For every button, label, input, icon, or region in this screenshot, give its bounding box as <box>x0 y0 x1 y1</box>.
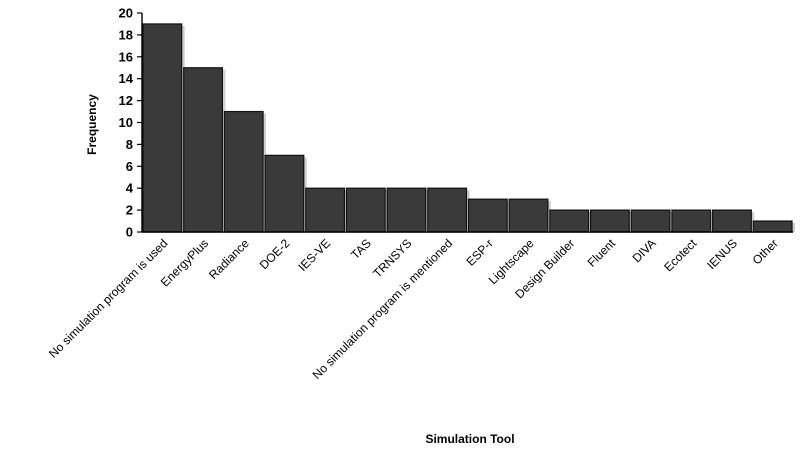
y-tick-label: 18 <box>119 27 133 42</box>
x-tick-label: Fluent <box>585 236 619 270</box>
bar <box>305 187 346 233</box>
x-tick-label: IES-VE <box>295 236 333 274</box>
bar <box>712 209 752 233</box>
bar <box>183 67 223 233</box>
x-axis-title: Simulation Tool <box>425 432 514 446</box>
y-tick-label: 6 <box>126 159 133 174</box>
y-tick-label: 10 <box>119 115 133 130</box>
bar <box>671 209 712 233</box>
y-tick-label: 2 <box>126 203 133 218</box>
x-tick-label: ESP-r <box>463 236 496 269</box>
y-tick-label: 4 <box>126 181 134 196</box>
x-tick-label: Other <box>750 236 781 267</box>
bar <box>752 220 793 233</box>
bar <box>386 187 427 233</box>
bar <box>589 209 630 233</box>
y-tick-label: 12 <box>119 93 133 108</box>
bars-layer <box>142 23 795 233</box>
x-tick-label: TAS <box>348 236 374 262</box>
bar <box>630 209 671 233</box>
bar <box>345 187 386 233</box>
x-tick-label: DIVA <box>630 236 659 265</box>
y-tick-label: 14 <box>119 71 134 86</box>
y-tick-label: 20 <box>119 6 133 21</box>
y-axis-title: Frequency <box>85 94 99 155</box>
x-tick-labels: No simulation program is usedEnergyPlusR… <box>46 236 781 382</box>
bar <box>264 154 305 233</box>
y-tick-label: 16 <box>119 49 133 64</box>
x-tick-label: IENUS <box>704 236 740 272</box>
y-tick-label: 0 <box>126 225 133 240</box>
bar <box>467 198 508 233</box>
bar <box>223 110 264 233</box>
x-tick-label: DOE-2 <box>257 236 293 272</box>
x-tick-label: No simulation program is used <box>46 236 171 361</box>
bar <box>427 187 468 233</box>
x-tick-label: Ecotect <box>661 236 700 275</box>
y-ticks: 0 2 4 6 8 10 12 14 16 18 20 <box>119 6 142 240</box>
y-tick-label: 8 <box>126 137 133 152</box>
x-tick-label: Radiance <box>206 236 252 282</box>
bar <box>508 198 549 233</box>
bar <box>142 23 183 233</box>
bar <box>549 209 590 233</box>
